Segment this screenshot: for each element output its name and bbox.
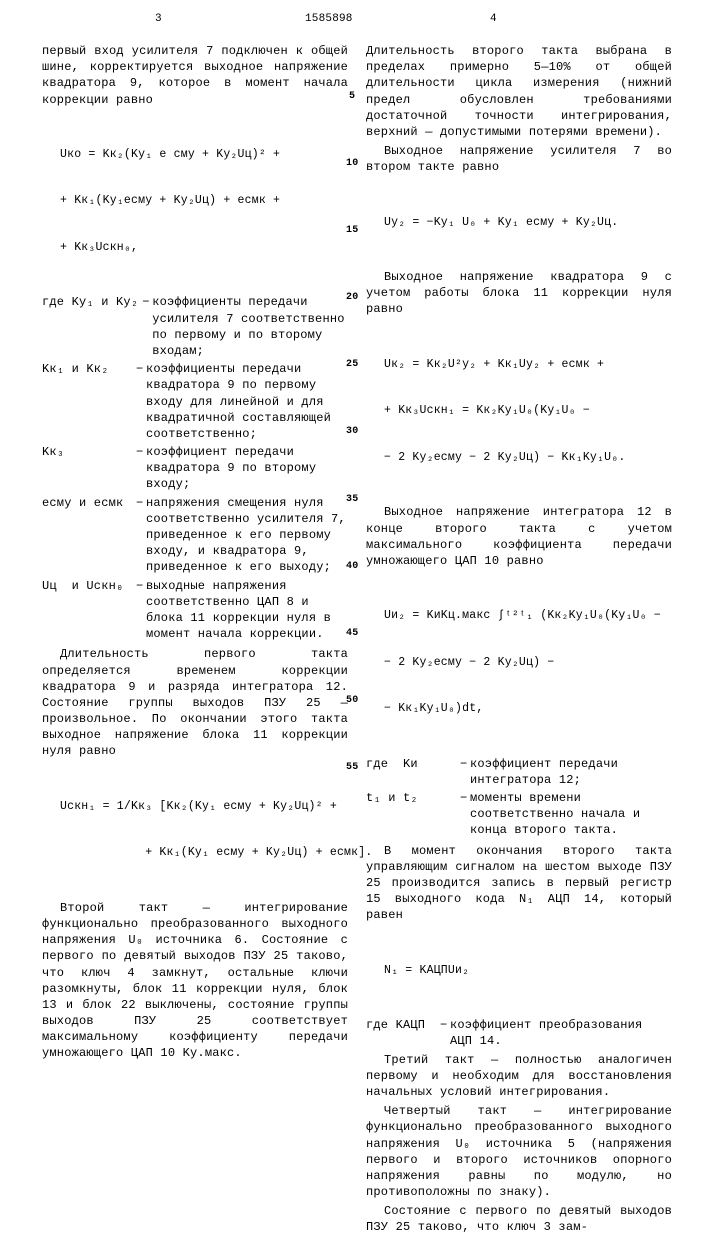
para: Четвертый такт — интегрирование функцион… bbox=[366, 1103, 672, 1200]
def-term: где Kу₁ и Kу₂ bbox=[42, 294, 142, 310]
equation: Uк₂ = Kк₂U²у₂ + Kк₁Uу₂ + eсмк + + Kк₃Uск… bbox=[384, 326, 672, 497]
two-column-layout: первый вход усилителя 7 подключен к обще… bbox=[42, 43, 672, 1239]
equation: Uи₂ = KиKц.макс ∫ᵗ²ᵗ₁ (Kк₂Kу₁U₀(Kу₁U₀ − … bbox=[384, 577, 672, 748]
equation: Uко = Kк₂(Kу₁ e сму + Kу₂Uц)² + + Kк₁(Kу… bbox=[60, 116, 348, 287]
dash-icon: − bbox=[142, 294, 152, 310]
def-row: Kк₁ и Kк₂ − коэффициенты передачи квадра… bbox=[42, 361, 348, 442]
lineno: 20 bbox=[346, 291, 358, 305]
para: Выходное напряжение усилителя 7 во второ… bbox=[366, 143, 672, 175]
def-row: где Kи − коэффициент передачи интегратор… bbox=[366, 756, 672, 788]
def-term: t₁ и t₂ bbox=[366, 790, 460, 806]
lineno: 15 bbox=[346, 224, 358, 238]
def-term: Kк₃ bbox=[42, 444, 136, 460]
para: Длительность первого такта определяется … bbox=[42, 646, 348, 759]
dash-icon: − bbox=[460, 790, 470, 806]
eq-line: Uко = Kк₂(Kу₁ e сму + Kу₂Uц)² + bbox=[60, 147, 348, 163]
def-body: выходные напряжения соответственно ЦАП 8… bbox=[146, 578, 348, 643]
para: Третий такт — полностью аналогичен перво… bbox=[366, 1052, 672, 1101]
dash-icon: − bbox=[136, 495, 146, 511]
para: Второй такт — интегрирование функциональ… bbox=[42, 900, 348, 1062]
lineno: 40 bbox=[346, 560, 358, 574]
eq-line: N₁ = KАЦПUи₂ bbox=[384, 963, 672, 979]
def-row: где KАЦП − коэффициент преобразования АЦ… bbox=[366, 1017, 672, 1049]
para: Выходное напряжение квадратора 9 с учето… bbox=[366, 269, 672, 318]
para: первый вход усилителя 7 подключен к обще… bbox=[42, 43, 348, 108]
doc-number: 1585898 bbox=[305, 12, 353, 27]
page: 3 1585898 4 5 10 15 20 25 30 35 40 45 50… bbox=[0, 0, 707, 1259]
lineno: 10 bbox=[346, 157, 358, 171]
para: Состояние с первого по девятый выходов П… bbox=[366, 1203, 672, 1235]
eq-line: − 2 Kу₂eсму − 2 Kу₂Uц) − Kк₁Kу₁U₀. bbox=[384, 450, 672, 466]
right-column: Длительность второго такта выбрана в пре… bbox=[366, 43, 672, 1239]
lineno: 25 bbox=[346, 358, 358, 372]
def-term: где KАЦП bbox=[366, 1017, 440, 1033]
def-row: t₁ и t₂ − моменты времени соответственно… bbox=[366, 790, 672, 839]
definition-list: где Kи − коэффициент передачи интегратор… bbox=[366, 756, 672, 839]
def-row: Uц и Uскн₀ − выходные напряжения соответ… bbox=[42, 578, 348, 643]
left-column: первый вход усилителя 7 подключен к обще… bbox=[42, 43, 348, 1239]
eq-line: Uу₂ = −Kу₁ U₀ + Kу₁ eсму + Kу₂Uц. bbox=[384, 215, 672, 231]
page-num-left: 3 bbox=[155, 12, 162, 27]
dash-icon: − bbox=[440, 1017, 450, 1033]
eq-line: Uи₂ = KиKц.макс ∫ᵗ²ᵗ₁ (Kк₂Kу₁U₀(Kу₁U₀ − bbox=[384, 608, 672, 624]
lineno: 5 bbox=[349, 90, 355, 104]
def-term: где Kи bbox=[366, 756, 460, 772]
para: В момент окончания второго такта управля… bbox=[366, 843, 672, 924]
eq-line: Uскн₁ = 1/Kк₃ [Kк₂(Kу₁ eсму + Kу₂Uц)² + bbox=[60, 799, 348, 815]
eq-line: − Kк₁Kу₁U₀)dt, bbox=[384, 701, 672, 717]
dash-icon: − bbox=[460, 756, 470, 772]
eq-line: + Kк₁(Kу₁eсму + Kу₂Uц) + eсмк + bbox=[60, 193, 348, 209]
eq-line: Uк₂ = Kк₂U²у₂ + Kк₁Uу₂ + eсмк + bbox=[384, 357, 672, 373]
def-body: напряжения смещения нуля соответственно … bbox=[146, 495, 348, 576]
eq-line: + Kк₃Uскн₁ = Kк₂Kу₁U₀(Kу₁U₀ − bbox=[384, 403, 672, 419]
eq-line: + Kк₁(Kу₁ eсму + Kу₂Uц) + eсмк]. bbox=[60, 845, 348, 861]
eq-line: − 2 Kу₂eсму − 2 Kу₂Uц) − bbox=[384, 655, 672, 671]
def-row: eсму и eсмк − напряжения смещения нуля с… bbox=[42, 495, 348, 576]
para: Выходное напряжение интегратора 12 в кон… bbox=[366, 504, 672, 569]
eq-line: + Kк₃Uскн₀, bbox=[60, 240, 348, 256]
def-body: коэффициенты передачи усилителя 7 соотве… bbox=[152, 294, 348, 359]
lineno: 35 bbox=[346, 493, 358, 507]
def-body: коэффициент передачи квадратора 9 по вто… bbox=[146, 444, 348, 493]
equation: Uу₂ = −Kу₁ U₀ + Kу₁ eсму + Kу₂Uц. bbox=[384, 184, 672, 262]
def-term: eсму и eсмк bbox=[42, 495, 136, 511]
page-num-right: 4 bbox=[490, 12, 497, 27]
dash-icon: − bbox=[136, 361, 146, 377]
lineno: 55 bbox=[346, 761, 358, 775]
lineno: 50 bbox=[346, 694, 358, 708]
def-row: где Kу₁ и Kу₂ − коэффициенты передачи ус… bbox=[42, 294, 348, 359]
dash-icon: − bbox=[136, 444, 146, 460]
def-term: Uц и Uскн₀ bbox=[42, 578, 136, 594]
def-body: коэффициенты передачи квадратора 9 по пе… bbox=[146, 361, 348, 442]
para: Длительность второго такта выбрана в пре… bbox=[366, 43, 672, 140]
lineno: 45 bbox=[346, 627, 358, 641]
def-body: моменты времени соответственно начала и … bbox=[470, 790, 672, 839]
dash-icon: − bbox=[136, 578, 146, 594]
def-term: Kк₁ и Kк₂ bbox=[42, 361, 136, 377]
equation: N₁ = KАЦПUи₂ bbox=[384, 932, 672, 1010]
def-body: коэффициент передачи интегратора 12; bbox=[470, 756, 672, 788]
def-body: коэффициент преобразования АЦП 14. bbox=[450, 1017, 672, 1049]
lineno: 30 bbox=[346, 425, 358, 439]
definition-list: где Kу₁ и Kу₂ − коэффициенты передачи ус… bbox=[42, 294, 348, 642]
def-row: Kк₃ − коэффициент передачи квадратора 9 … bbox=[42, 444, 348, 493]
page-header: 3 1585898 4 bbox=[0, 12, 707, 32]
equation: Uскн₁ = 1/Kк₃ [Kк₂(Kу₁ eсму + Kу₂Uц)² + … bbox=[60, 768, 348, 892]
